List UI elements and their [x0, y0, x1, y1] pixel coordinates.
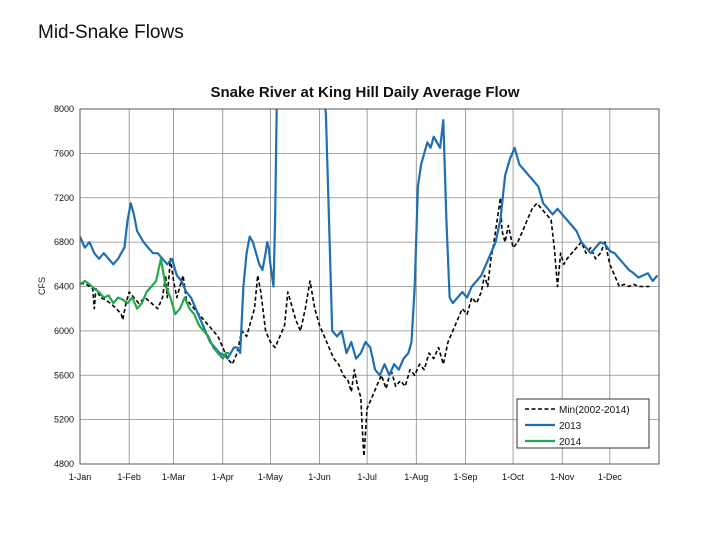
x-tick-label: 1-Mar — [162, 472, 186, 482]
y-tick-label: 5600 — [54, 370, 74, 380]
y-tick-label: 7600 — [54, 148, 74, 158]
series-line-min — [80, 197, 650, 458]
chart-title: Snake River at King Hill Daily Average F… — [211, 84, 520, 101]
x-tick-label: 1-Jun — [308, 472, 331, 482]
legend-box — [516, 398, 650, 449]
y-tick-label: 8000 — [54, 104, 74, 114]
x-tick-label: 1-Apr — [212, 472, 234, 482]
x-tick-label: 1-Aug — [404, 472, 428, 482]
x-tick-label: 1-Dec — [598, 472, 623, 482]
y-tick-label: 4800 — [54, 459, 74, 469]
legend: Min(2002-2014) 2013 2014 — [516, 398, 650, 449]
slide-title: Mid-Snake Flows — [38, 22, 184, 43]
series-line-2013 — [80, 109, 659, 377]
x-tick-label: 1-Oct — [502, 472, 525, 482]
axis-layer: 4800 5200 5600 6000 6400 6800 7200 7600 8000 1-Ja… — [54, 104, 660, 482]
x-tick-label: 1-Jan — [69, 472, 92, 482]
y-tick-label: 7200 — [54, 193, 74, 203]
x-tick-label: 1-Jul — [357, 472, 377, 482]
legend-label-2013: 2013 — [559, 421, 582, 432]
x-tick-label: 1-Feb — [117, 472, 141, 482]
y-axis-label: CFS — [37, 277, 47, 295]
x-tick-label: 1-May — [258, 472, 284, 482]
series-layer — [80, 109, 659, 458]
y-tick-label: 5200 — [54, 415, 74, 425]
y-tick-label: 6400 — [54, 282, 74, 292]
x-tick-label: 1-Sep — [453, 472, 477, 482]
y-tick-label: 6000 — [54, 326, 74, 336]
series-line-2014 — [80, 257, 230, 360]
legend-label-min: Min(2002-2014) — [559, 405, 630, 416]
legend-label-2014: 2014 — [559, 437, 582, 448]
x-tick-label: 1-Nov — [550, 472, 575, 482]
y-tick-label: 6800 — [54, 237, 74, 247]
plot-frame — [79, 108, 660, 465]
